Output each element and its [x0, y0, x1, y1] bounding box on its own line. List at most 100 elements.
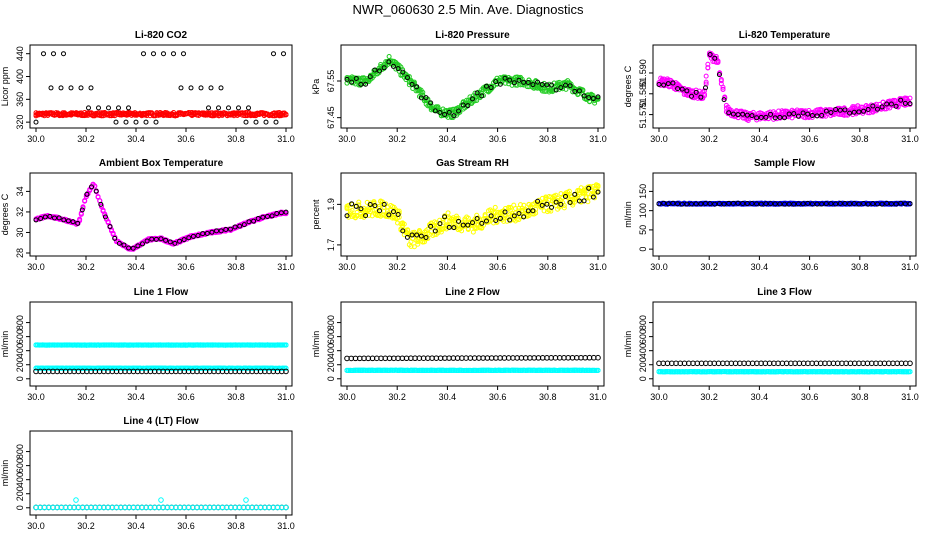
data-point	[497, 81, 503, 87]
x-tick-label: 30.8	[227, 392, 245, 402]
panel-title: Line 2 Flow	[445, 287, 500, 298]
data-point	[701, 91, 707, 97]
data-point	[416, 227, 422, 233]
y-tick-label: 400	[15, 69, 25, 84]
data-point	[442, 367, 448, 373]
plot-frame	[340, 44, 605, 129]
data-point	[206, 365, 212, 371]
data-point	[33, 119, 39, 125]
data-point	[356, 199, 362, 205]
data-point	[135, 342, 141, 348]
data-point	[432, 108, 438, 114]
data-point	[161, 342, 167, 348]
data-point	[344, 76, 350, 82]
data-point	[96, 105, 101, 111]
data-point	[595, 184, 601, 190]
data-point	[367, 74, 373, 80]
data-point	[366, 212, 372, 218]
plot-frame	[652, 172, 917, 257]
data-point	[847, 201, 853, 207]
data-point	[161, 51, 166, 57]
data-point	[264, 214, 270, 220]
x-tick-label: 30.6	[801, 392, 819, 402]
x-tick-label: 30.0	[338, 262, 356, 272]
data-point	[123, 119, 129, 125]
data-point	[446, 224, 452, 230]
data-point	[107, 342, 113, 348]
x-tick-label: 30.2	[77, 134, 95, 144]
data-point	[135, 243, 141, 249]
data-point	[723, 369, 729, 375]
data-point	[415, 239, 421, 245]
data-point	[98, 201, 104, 207]
y-tick-label: 50	[638, 225, 648, 235]
data-point	[52, 215, 58, 221]
data-point	[361, 367, 367, 373]
data-point	[89, 184, 95, 190]
data-point	[659, 369, 665, 375]
y-tick-label: 600	[326, 329, 336, 344]
y-axis-label: ml/min	[623, 331, 633, 358]
data-point	[497, 215, 503, 221]
data-point	[865, 201, 871, 207]
data-point	[533, 207, 539, 213]
x-tick-label: 31.0	[589, 262, 607, 272]
data-point	[553, 199, 559, 205]
data-point	[823, 108, 829, 114]
data-point	[389, 367, 395, 373]
data-point	[777, 201, 783, 207]
data-point	[595, 354, 601, 361]
x-tick-label: 30.4	[751, 134, 769, 144]
data-point	[75, 220, 81, 226]
data-point	[493, 218, 499, 224]
panel-title: Gas Stream RH	[436, 158, 509, 169]
data-point	[65, 218, 71, 224]
data-point	[805, 111, 811, 117]
data-point	[92, 183, 98, 189]
data-point	[501, 218, 507, 224]
data-point	[665, 81, 671, 87]
data-point	[218, 342, 224, 348]
data-point	[443, 367, 449, 373]
data-point	[530, 208, 536, 214]
data-point	[595, 96, 601, 102]
data-point	[763, 201, 769, 207]
data-point	[718, 369, 724, 375]
data-point	[353, 75, 359, 81]
data-point	[38, 215, 44, 221]
data-point	[172, 240, 178, 246]
data-point	[152, 342, 158, 348]
data-point	[384, 367, 390, 373]
data-point	[583, 188, 589, 194]
data-point	[367, 202, 373, 208]
y-tick-label: 0	[326, 376, 336, 381]
data-point	[226, 105, 231, 111]
data-point	[511, 367, 517, 373]
data-point	[423, 367, 429, 373]
data-point	[884, 200, 890, 206]
data-point	[381, 201, 387, 207]
data-point	[740, 369, 746, 375]
data-point	[274, 211, 280, 217]
data-point	[113, 119, 119, 125]
data-point	[56, 215, 62, 221]
y-axis-label: ml/min	[0, 331, 10, 358]
data-point	[907, 95, 913, 101]
data-point	[228, 342, 234, 348]
data-point	[200, 231, 206, 237]
data-point	[151, 51, 156, 57]
data-point	[68, 85, 74, 91]
x-tick-label: 31.0	[901, 262, 919, 272]
data-point	[283, 112, 289, 118]
data-point	[707, 51, 713, 57]
plot-frame	[340, 301, 605, 387]
data-point	[400, 69, 406, 75]
data-point	[661, 200, 667, 206]
data-point	[227, 226, 233, 232]
data-point	[782, 115, 787, 121]
data-point	[879, 201, 885, 207]
data-point	[568, 367, 574, 373]
data-point	[253, 119, 259, 125]
data-point	[451, 113, 457, 119]
